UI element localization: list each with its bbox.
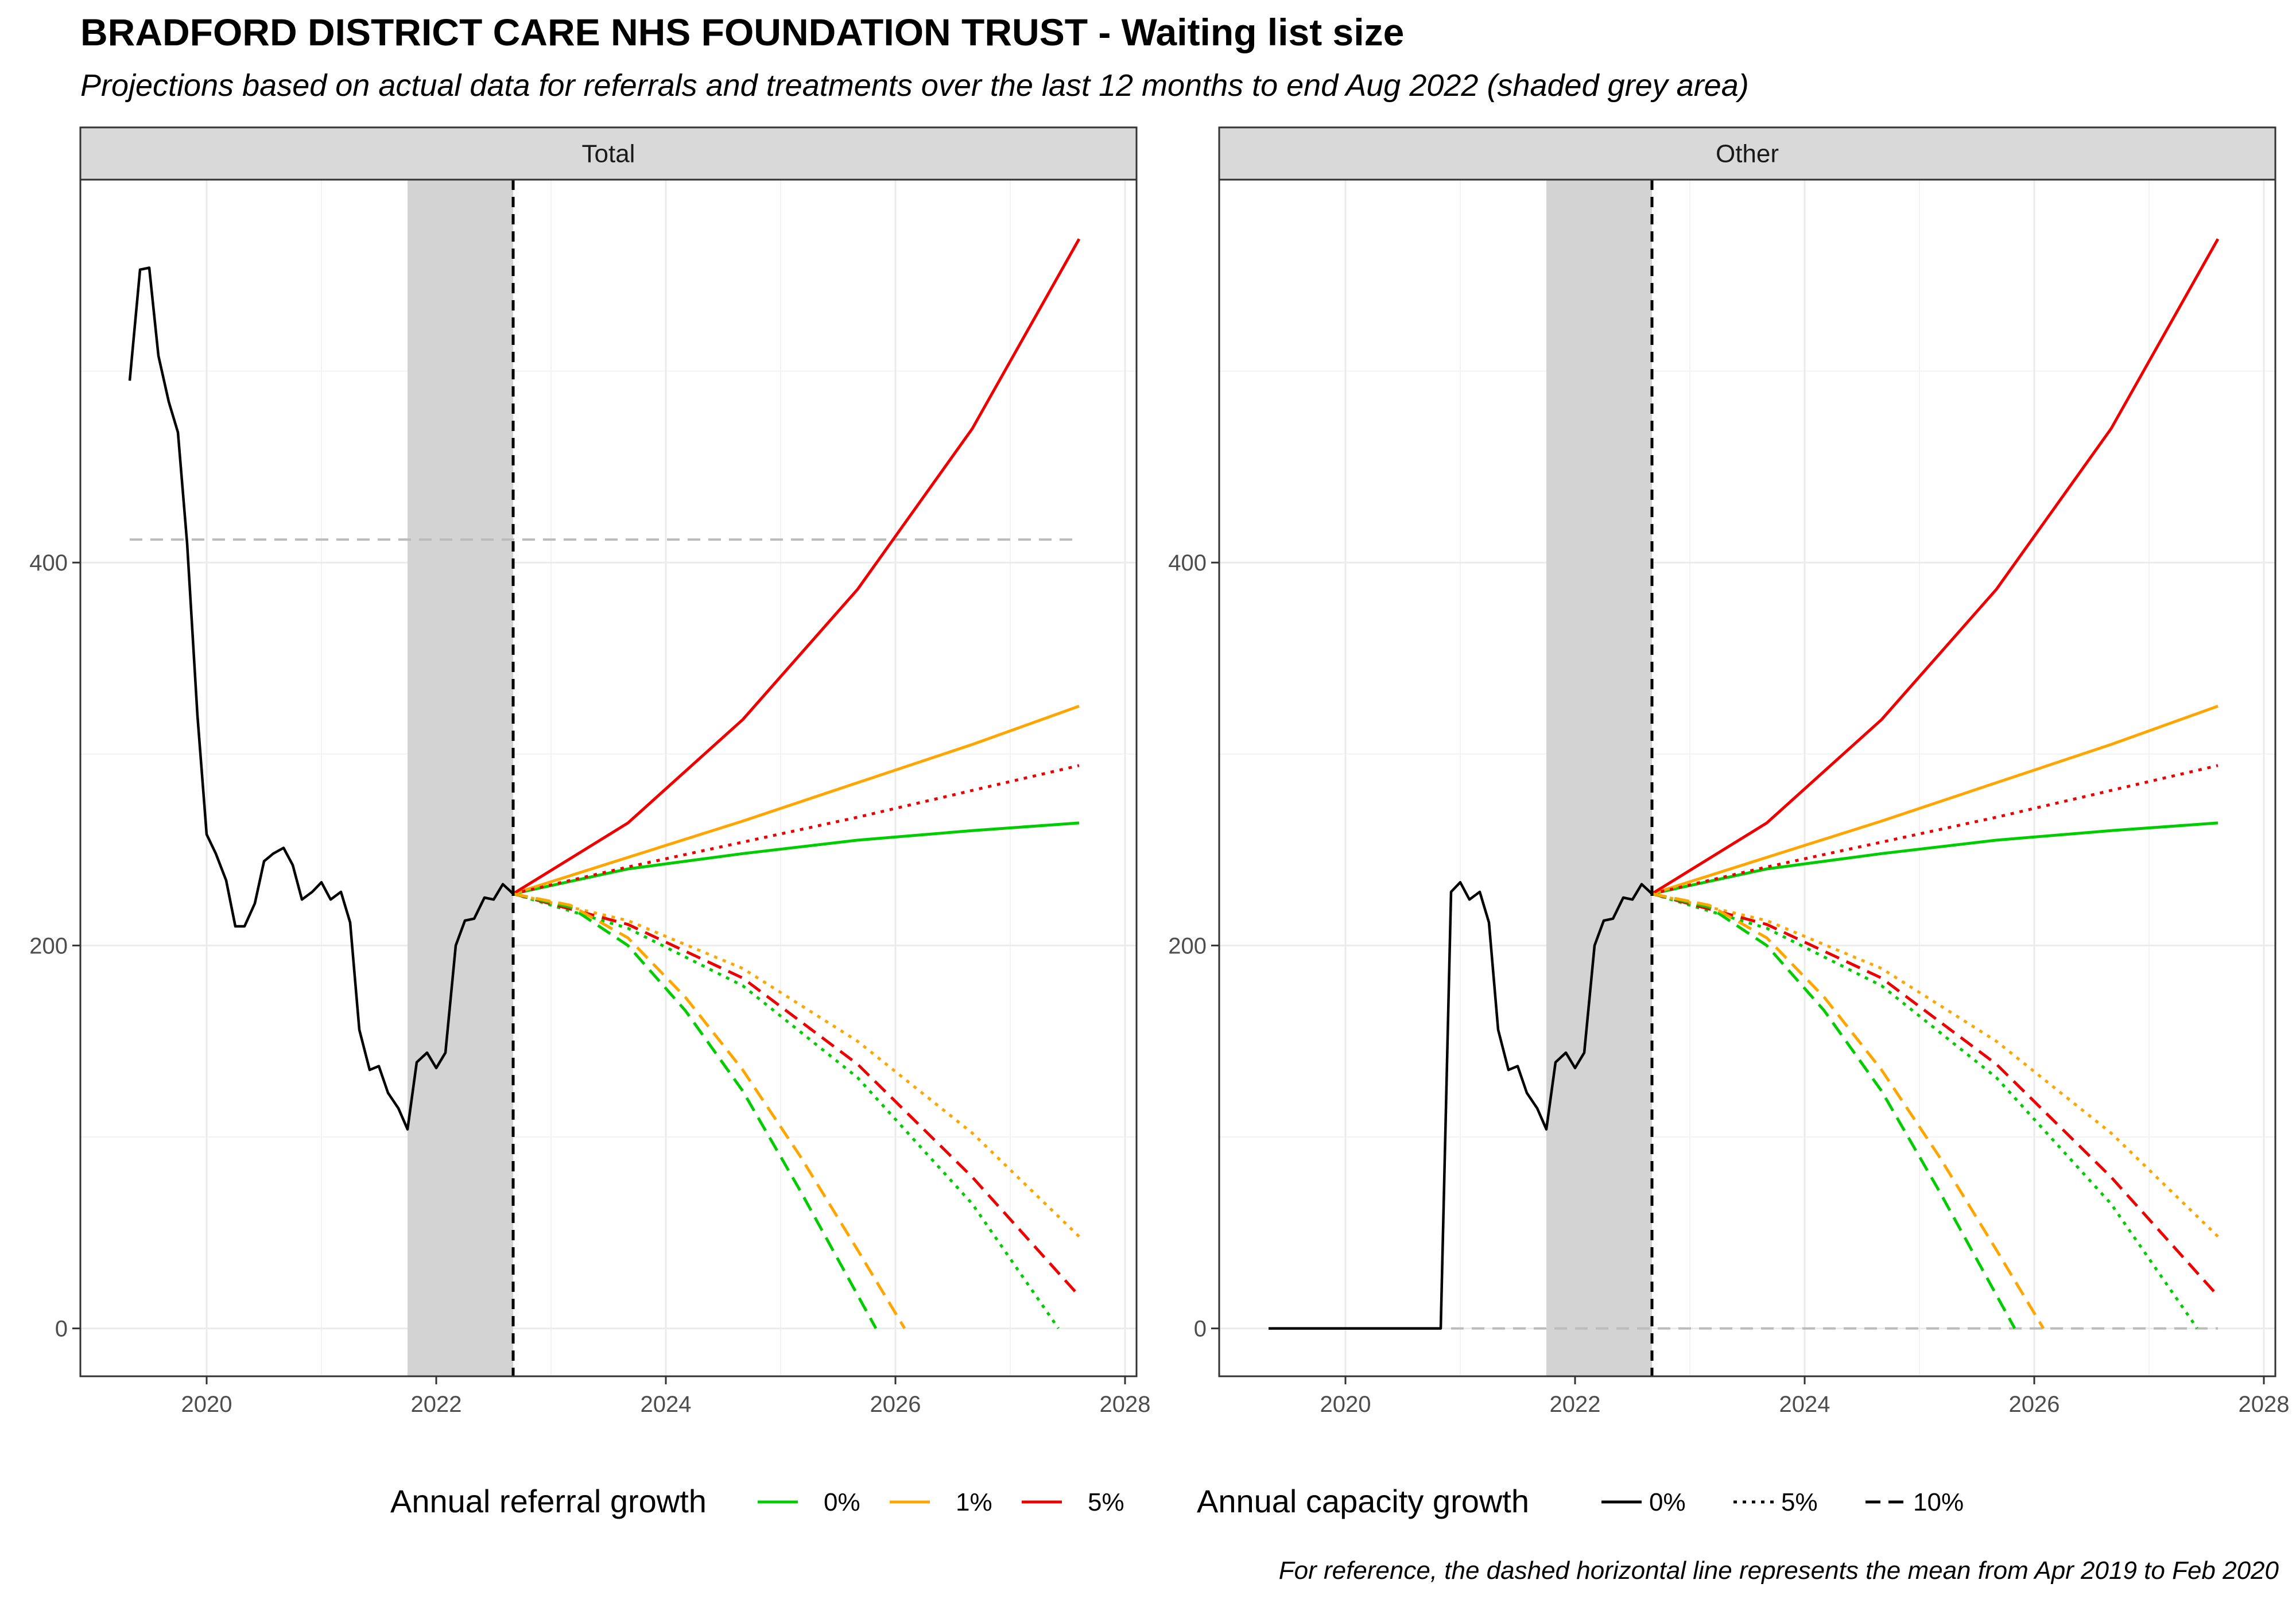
legend-label-capacity-10: 10%	[1913, 1488, 1964, 1516]
chart-caption: For reference, the dashed horizontal lin…	[1278, 1556, 2279, 1585]
y-tick-label: 400	[29, 550, 68, 576]
projection-line-referral-5-capacity-5	[1651, 764, 2219, 895]
projection-line-referral-5-capacity-0	[512, 238, 1081, 895]
legend-label-referral-1: 1%	[956, 1488, 992, 1516]
x-tick-label: 2026	[870, 1392, 921, 1417]
projection-line-referral-1-capacity-10	[1651, 892, 2045, 1329]
x-tick-label: 2020	[1320, 1392, 1371, 1417]
facet-label: Other	[1716, 140, 1779, 168]
projection-line-referral-1-capacity-10	[513, 892, 906, 1329]
x-tick-label: 2026	[2009, 1392, 2060, 1417]
panel-other: Other 2020 2022 2024 2026 2028 0 200 400	[1168, 126, 2290, 1417]
projection-line-referral-0-capacity-0	[513, 821, 1080, 895]
y-tick-label: 0	[55, 1317, 68, 1342]
x-tick-label: 2028	[2239, 1392, 2290, 1417]
y-tick-label: 0	[1194, 1317, 1207, 1342]
chart-title: BRADFORD DISTRICT CARE NHS FOUNDATION TR…	[80, 11, 1405, 53]
legend-label-capacity-0: 0%	[1649, 1488, 1686, 1516]
facet-label: Total	[582, 140, 635, 168]
projection-line-referral-1-capacity-0	[513, 705, 1080, 895]
projection-line-referral-5-capacity-10	[513, 892, 1080, 1297]
projection-line-referral-0-capacity-5	[1651, 892, 2199, 1330]
x-tick-label: 2024	[641, 1392, 692, 1417]
y-tick-label: 200	[1168, 933, 1207, 958]
projection-line-referral-5-capacity-10	[1651, 892, 2219, 1297]
projection-line-referral-0-capacity-5	[513, 892, 1060, 1330]
x-tick-label: 2028	[1100, 1392, 1151, 1417]
projection-line-referral-5-capacity-5	[513, 764, 1080, 895]
panel-border	[1218, 178, 2276, 1377]
x-tick-label: 2024	[1779, 1392, 1830, 1417]
projection-line-referral-0-capacity-0	[1651, 821, 2219, 895]
legend-label-referral-5: 5%	[1088, 1488, 1124, 1516]
panel-total: Total 2020 2022 2024 2026 2028 0 200 400	[29, 126, 1151, 1417]
projection-line-referral-1-capacity-0	[1651, 705, 2219, 895]
x-tick-label: 2020	[181, 1392, 232, 1417]
panel-border	[79, 178, 1138, 1377]
y-tick-label: 200	[29, 933, 68, 958]
plot-background	[1219, 180, 2275, 1376]
actual-series-line	[128, 266, 514, 1131]
projection-line-referral-0-capacity-10	[1651, 892, 2016, 1329]
x-tick-label: 2022	[1550, 1392, 1601, 1417]
legend-label-capacity-5: 5%	[1781, 1488, 1818, 1516]
x-tick-label: 2022	[411, 1392, 462, 1417]
chart-subtitle: Projections based on actual data for ref…	[80, 68, 1749, 103]
legend-capacity-title: Annual capacity growth	[1197, 1483, 1529, 1519]
plot-background	[80, 180, 1137, 1376]
y-tick-label: 400	[1168, 550, 1207, 576]
projection-line-referral-5-capacity-0	[1651, 238, 2220, 895]
legend: Annual referral growth 0% 1% 5% Annual capac…	[390, 1483, 1964, 1519]
legend-label-referral-0: 0%	[824, 1488, 860, 1516]
projection-line-referral-0-capacity-10	[513, 892, 878, 1329]
shaded-region	[1546, 180, 1652, 1376]
actual-series-line	[1269, 881, 1653, 1330]
legend-referral-title: Annual referral growth	[390, 1483, 707, 1519]
shaded-region	[408, 180, 513, 1376]
